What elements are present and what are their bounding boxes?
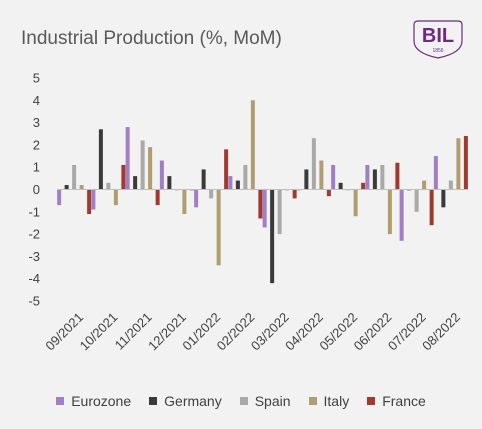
- legend-label: Spain: [254, 393, 291, 409]
- bar-spain: [277, 189, 282, 235]
- bar-eurozone: [125, 127, 130, 190]
- legend-label: France: [382, 393, 426, 409]
- legend-label: Eurozone: [71, 393, 132, 409]
- bar-france: [361, 182, 366, 190]
- y-tick-label: -3: [28, 249, 40, 264]
- x-axis: 09/202110/202111/202112/202101/202202/20…: [42, 310, 463, 354]
- bil-logo: BIL 1856: [413, 20, 463, 59]
- y-tick-label: 5: [33, 71, 40, 86]
- bar-germany: [270, 189, 275, 284]
- bar-eurozone: [331, 164, 336, 190]
- y-tick-label: 1: [33, 160, 40, 175]
- legend-swatch: [367, 397, 376, 405]
- bar-eurozone: [365, 164, 370, 190]
- legend-label: Germany: [164, 393, 222, 409]
- bar-italy: [387, 189, 392, 235]
- bar-eurozone: [262, 189, 267, 228]
- bar-germany: [201, 169, 206, 190]
- bar-spain: [414, 189, 419, 212]
- bar-france: [326, 189, 331, 197]
- bar-eurozone: [194, 189, 199, 208]
- bar-france: [87, 189, 92, 215]
- bar-spain: [448, 180, 453, 190]
- y-axis: 5 4 3 2 1 0 -1 -2 -3 -4 -5: [28, 71, 40, 309]
- bar-france: [224, 149, 229, 190]
- bar-spain: [106, 182, 111, 190]
- bar-germany: [235, 180, 240, 190]
- bar-germany: [167, 176, 172, 190]
- y-tick-label: 4: [33, 93, 40, 108]
- x-tick-label: 10/2021: [77, 310, 121, 354]
- logo-text: BIL: [422, 25, 454, 47]
- bar-eurozone: [399, 189, 404, 241]
- bar-italy: [422, 180, 427, 190]
- bar-germany: [133, 176, 138, 190]
- legend-item-italy: Italy: [308, 393, 350, 409]
- bar-spain: [72, 164, 77, 190]
- legend-label: Italy: [323, 393, 350, 409]
- x-tick-label: 08/2022: [419, 310, 463, 354]
- bar-italy: [250, 100, 255, 190]
- bar-germany: [98, 129, 103, 190]
- bar-france: [395, 162, 400, 190]
- y-tick-label: -2: [28, 227, 40, 242]
- bar-spain: [140, 140, 145, 190]
- bar-spain: [209, 189, 214, 199]
- bar-france: [463, 135, 468, 190]
- bar-italy: [456, 138, 461, 190]
- bar-eurozone: [159, 160, 164, 190]
- bar-france: [155, 189, 160, 206]
- y-tick-label: -5: [28, 294, 40, 309]
- logo-year: 1856: [432, 48, 443, 54]
- bar-italy: [113, 189, 118, 206]
- bar-italy: [216, 189, 221, 266]
- legend-swatch: [149, 397, 158, 405]
- legend-item-eurozone: Eurozone: [56, 393, 131, 409]
- bar-spain: [311, 138, 316, 190]
- bars: [57, 100, 468, 284]
- bar-eurozone: [91, 189, 96, 210]
- bar-germany: [64, 185, 69, 190]
- legend: Eurozone Germany Spain Italy France: [0, 391, 482, 411]
- y-tick-label: -4: [28, 271, 40, 286]
- bar-spain: [243, 164, 248, 190]
- bar-italy: [148, 147, 153, 190]
- bar-france: [292, 189, 297, 199]
- legend-swatch: [56, 397, 65, 405]
- bar-italy: [353, 189, 358, 217]
- bar-italy: [182, 189, 187, 215]
- bar-germany: [338, 182, 343, 190]
- bar-spain: [380, 164, 385, 190]
- bar-france: [429, 189, 434, 226]
- bar-eurozone: [433, 156, 438, 190]
- y-tick-label: 0: [33, 182, 40, 197]
- legend-swatch: [239, 397, 248, 405]
- y-tick-label: 2: [33, 137, 40, 152]
- bar-eurozone: [57, 189, 62, 206]
- legend-swatch: [308, 397, 317, 405]
- bar-germany: [441, 189, 446, 208]
- y-tick-label: -1: [28, 204, 40, 219]
- legend-item-france: France: [367, 393, 426, 409]
- bar-germany: [304, 169, 309, 190]
- y-tick-label: 3: [33, 115, 40, 130]
- legend-item-germany: Germany: [149, 393, 222, 409]
- bar-france: [258, 189, 263, 219]
- bar-france: [121, 164, 126, 190]
- bar-eurozone: [228, 176, 233, 190]
- chart-title: Industrial Production (%, MoM): [21, 28, 282, 49]
- bar-germany: [372, 169, 377, 190]
- legend-item-spain: Spain: [239, 393, 291, 409]
- bar-italy: [319, 160, 324, 190]
- bar-italy: [79, 185, 84, 190]
